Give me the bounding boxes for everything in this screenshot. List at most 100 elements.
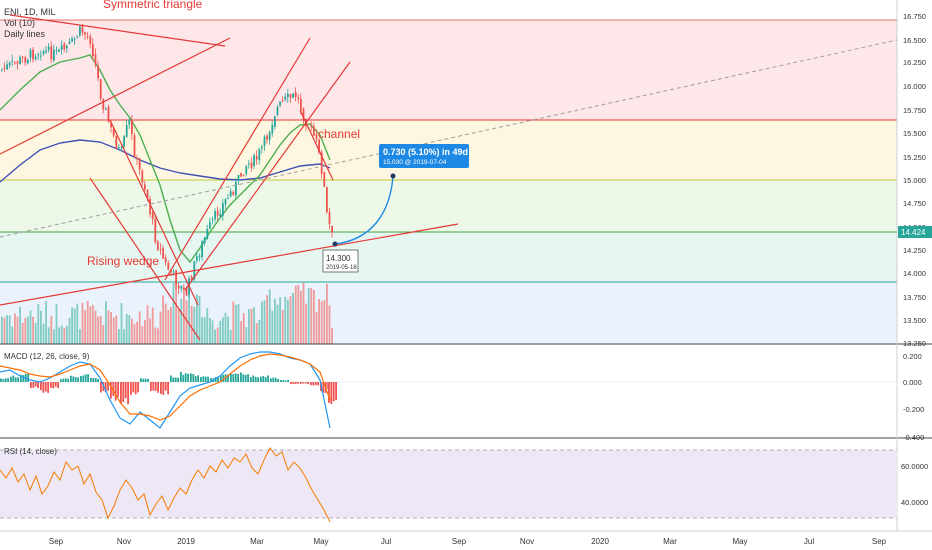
candle-body: [315, 134, 318, 139]
volume-bar: [42, 323, 45, 344]
macd-hist-bar: [50, 382, 52, 388]
candle-body: [60, 45, 63, 50]
volume-bar: [331, 327, 333, 344]
macd-hist-bar: [292, 382, 295, 384]
candle-body: [185, 287, 188, 296]
candle-body: [21, 56, 24, 58]
volume-bar: [198, 296, 201, 344]
macd-hist-bar: [294, 382, 297, 385]
candle-body: [84, 32, 86, 35]
macd-hist-bar: [30, 382, 32, 389]
macd-hist-bar: [87, 374, 89, 382]
macd-hist-bar: [127, 382, 129, 405]
macd-hist-bar: [234, 373, 237, 382]
macd-hist-bar: [332, 382, 335, 402]
macd-hist-bar: [117, 382, 119, 397]
volume-bar: [89, 306, 92, 344]
macd-hist-bar: [27, 373, 29, 382]
macd-hist-bar: [290, 382, 292, 384]
volume-bar: [253, 307, 255, 344]
candle-body: [219, 213, 222, 217]
volume-bar: [245, 327, 248, 344]
macd-hist-bar: [287, 379, 289, 382]
candle-body: [32, 49, 34, 60]
macd-hist-bar: [187, 373, 189, 382]
price-tick-label: 16.000: [903, 82, 926, 91]
candle-body: [141, 170, 144, 183]
candle-body: [50, 46, 53, 60]
volume-bar: [315, 311, 318, 344]
macd-hist-bar: [84, 374, 87, 382]
macd-hist-bar: [210, 377, 212, 382]
price-marker[interactable]: 14.300 2019-05-16: [322, 249, 359, 273]
candle-body: [19, 57, 21, 64]
volume-bar: [250, 308, 253, 344]
volume-bar: [274, 298, 276, 344]
macd-hist-bar: [172, 377, 175, 382]
candle-body: [261, 146, 263, 149]
volume-bar: [99, 315, 102, 344]
candle-body: [131, 120, 133, 134]
macd-hist-bar: [124, 382, 127, 399]
macd-hist-bar: [250, 377, 252, 382]
rsi-axis[interactable]: 60.0000 40.0000: [901, 462, 928, 507]
macd-hist-bar: [144, 378, 147, 382]
candle-body: [206, 228, 209, 239]
vol-indicator-label[interactable]: Vol (10): [4, 18, 35, 28]
volume-bar: [63, 328, 66, 344]
macd-label[interactable]: MACD (12, 26, close, 9): [4, 352, 90, 361]
candle-body: [151, 212, 154, 220]
macd-tick-label: -0.400: [903, 433, 924, 442]
rsi-pane: RSI (14, close): [0, 447, 897, 523]
volume-bar: [284, 296, 287, 344]
macd-hist-bar: [32, 382, 35, 388]
candle-body: [107, 107, 110, 122]
volume-bar: [232, 301, 235, 344]
volume-bar: [102, 324, 105, 344]
time-axis[interactable]: Sep Nov 2019 Mar May Jul Sep Nov 2020 Mar May Jul Se…: [49, 537, 887, 546]
volume-bar: [112, 317, 115, 344]
macd-hist-bar: [184, 373, 187, 382]
macd-hist-bar: [70, 375, 72, 382]
volume-bar: [60, 325, 63, 344]
daily-lines-label[interactable]: Daily lines: [4, 29, 46, 39]
volume-bar: [229, 329, 232, 344]
volume-bar: [211, 320, 214, 344]
macd-hist-bar: [330, 382, 333, 405]
candle-body: [105, 108, 107, 110]
price-axis[interactable]: 16.750 16.500 16.250 16.000 15.750 15.500 15.2…: [903, 12, 926, 348]
volume-bar: [125, 313, 128, 344]
macd-hist-bar: [297, 382, 299, 384]
candle-body: [6, 64, 8, 70]
volume-bar: [118, 329, 120, 344]
macd-tick-label: 0.200: [903, 352, 922, 361]
candle-body: [58, 49, 60, 52]
volume-bar: [289, 296, 292, 344]
macd-hist-bar: [2, 379, 5, 382]
projection-label[interactable]: 0.730 (5.10%) in 49d 15.030 @ 2019-07-04: [379, 144, 469, 168]
volume-bar: [73, 308, 76, 344]
macd-hist-bar: [274, 377, 277, 382]
volume-bar: [266, 295, 268, 344]
symbol-title[interactable]: ENI, 1D, MIL: [4, 7, 56, 17]
macd-hist-bar: [104, 382, 107, 393]
macd-hist-bar: [174, 377, 177, 382]
price-tick-label: 15.500: [903, 129, 926, 138]
candle-body: [120, 147, 123, 149]
candle-body: [99, 79, 102, 99]
candle-body: [167, 262, 170, 270]
marker-price: 14.300: [326, 254, 351, 263]
macd-axis[interactable]: 0.200 0.000 -0.200 -0.400: [903, 352, 924, 442]
projection-start-point[interactable]: [332, 241, 338, 247]
candle-body: [16, 61, 19, 64]
projection-end-point[interactable]: [390, 173, 396, 179]
rsi-label[interactable]: RSI (14, close): [4, 447, 57, 456]
macd-hist-bar: [114, 382, 117, 401]
volume-bar: [188, 294, 190, 344]
volume-bar: [3, 317, 6, 344]
macd-hist-bar: [335, 382, 337, 401]
volume-bar: [84, 310, 86, 344]
candle-body: [29, 50, 32, 58]
candle-body: [55, 50, 58, 52]
